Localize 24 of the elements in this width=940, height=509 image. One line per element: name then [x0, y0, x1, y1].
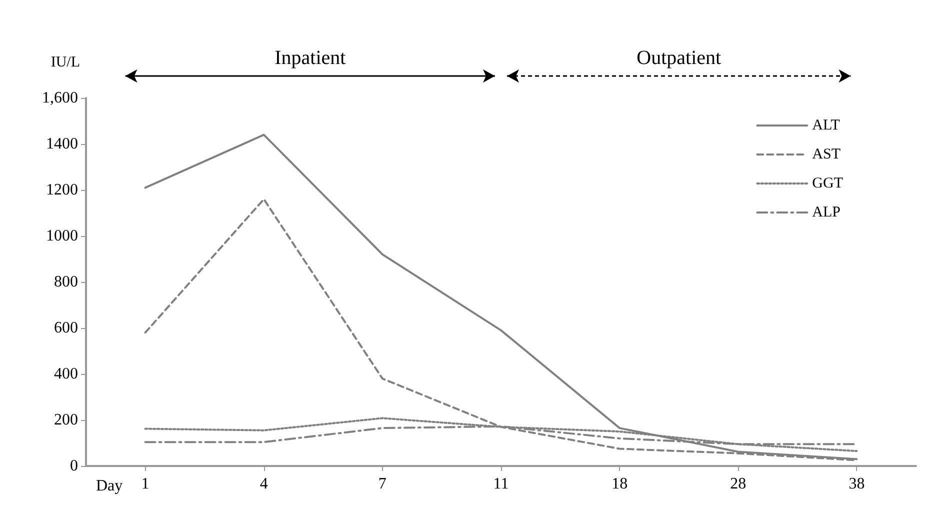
y-tick-label: 600 [54, 320, 78, 336]
y-tick-label: 0 [70, 458, 78, 474]
x-axis-title: Day [96, 478, 123, 494]
x-tick-label: 7 [378, 476, 386, 492]
text: Outpatient [636, 47, 722, 69]
y-tick-label: 1000 [46, 228, 78, 244]
x-tick-label: 38 [848, 476, 865, 492]
y-tick-label: 1,600 [42, 90, 78, 106]
legend-label: GGT [812, 176, 843, 192]
legend-label: ALP [812, 204, 841, 220]
x-tick-label: 4 [260, 476, 268, 492]
y-tick-label: 400 [54, 366, 78, 382]
y-tick-label: 800 [54, 274, 78, 290]
y-axis-title: IU/L [50, 54, 80, 70]
x-tick-label: 11 [493, 476, 509, 492]
y-tick-label: 1200 [46, 182, 78, 198]
legend-label: ALT [812, 118, 840, 134]
text: Inpatient [274, 47, 346, 69]
y-tick-label: 1400 [46, 136, 78, 152]
y-tick-label: 200 [54, 412, 78, 428]
legend-label: AST [812, 146, 841, 162]
x-tick-label: 1 [141, 476, 150, 492]
x-tick-label: 28 [730, 476, 746, 492]
x-tick-label: 18 [612, 476, 628, 492]
